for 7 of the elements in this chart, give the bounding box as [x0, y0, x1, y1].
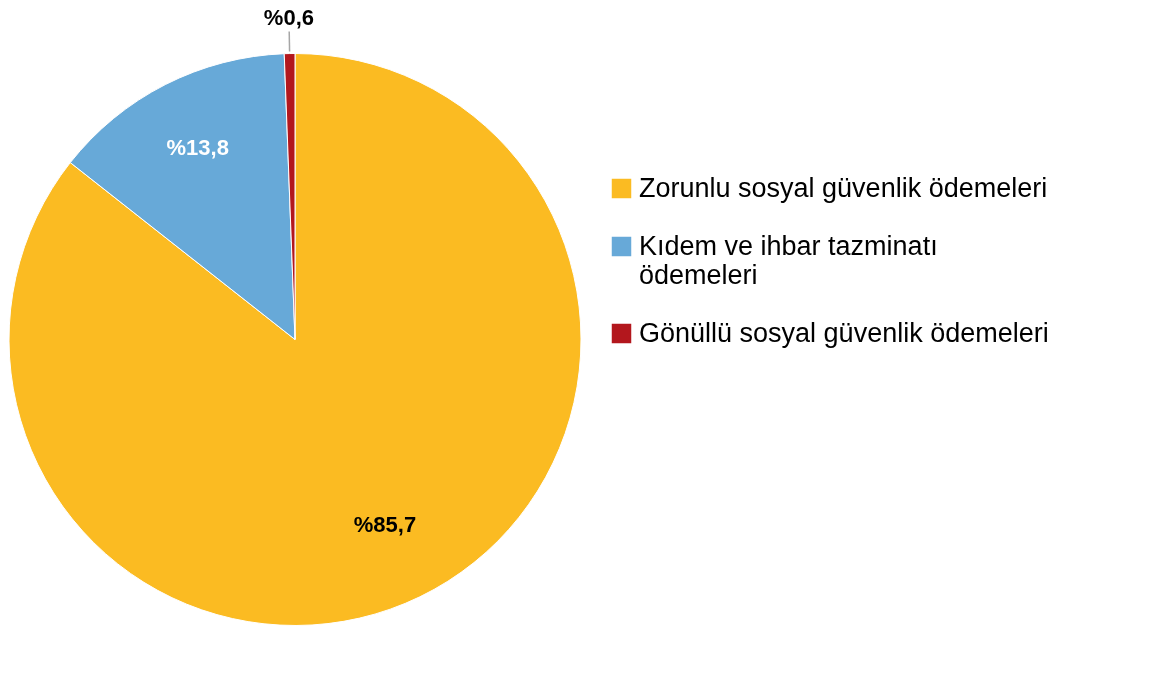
legend-label: Kıdem ve ihbar tazminatı ödemeleri	[639, 230, 938, 290]
pie-slice	[8, 53, 582, 626]
legend-label: Zorunlu sosyal güvenlik ödemeleri	[639, 172, 1048, 203]
data-label: %13,8	[166, 135, 229, 161]
data-label: %0,6	[263, 4, 315, 30]
data-label: %85,7	[353, 511, 417, 537]
legend-label: Gönüllü sosyal güvenlik ödemeleri	[639, 317, 1049, 348]
